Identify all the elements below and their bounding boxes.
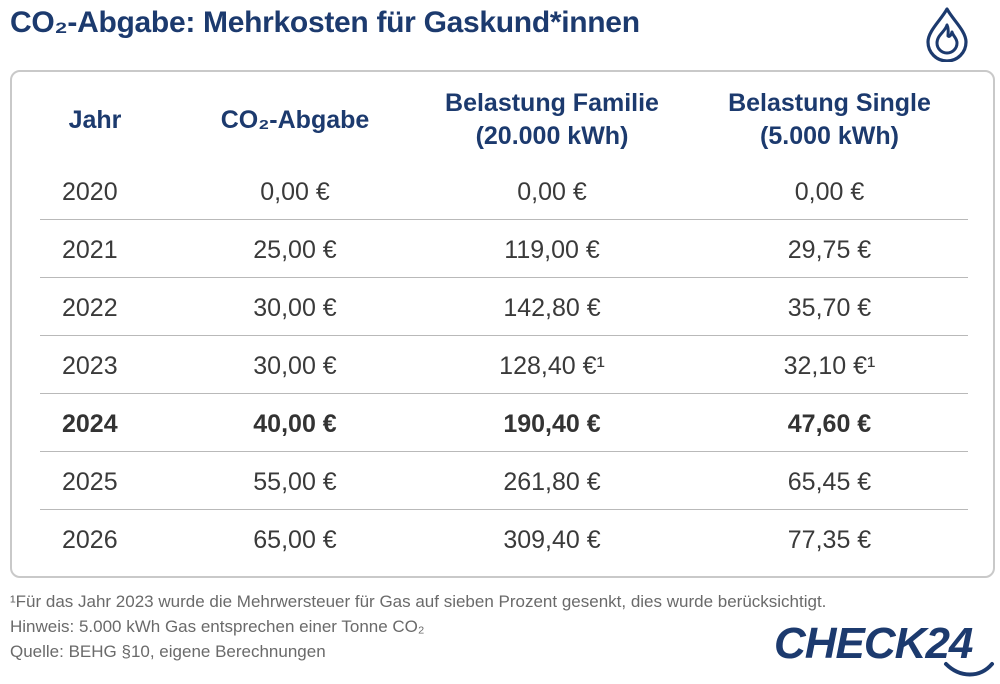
cell-family: 119,00 € <box>504 235 600 264</box>
row-divider <box>40 335 968 336</box>
table-row-highlighted: 2024 40,00 € 190,40 € 47,60 € <box>12 396 993 452</box>
header-belastung-single: Belastung Single (5.000 kWh) <box>728 89 931 150</box>
row-divider <box>40 509 968 510</box>
svg-text:CHECK24: CHECK24 <box>774 619 973 668</box>
row-divider <box>40 277 968 278</box>
cell-year: 2024 <box>62 409 118 438</box>
footnote-quelle: Quelle: BEHG §10, eigene Berechnungen <box>10 642 326 661</box>
cell-year: 2022 <box>62 293 118 322</box>
row-divider <box>40 219 968 220</box>
cell-year: 2025 <box>62 467 118 496</box>
row-divider <box>40 393 968 394</box>
table-row: 2020 0,00 € 0,00 € 0,00 € <box>12 164 993 220</box>
table-header: Jahr CO₂-Abgabe Belastung Familie (20.00… <box>12 72 993 164</box>
table-row: 2023 30,00 € 128,40 €¹ 32,10 €¹ <box>12 338 993 394</box>
cell-co2: 30,00 € <box>253 351 337 380</box>
cell-family: 142,80 € <box>503 293 601 322</box>
footnote-hinweis: Hinweis: 5.000 kWh Gas entsprechen einer… <box>10 617 425 636</box>
cell-family: 0,00 € <box>517 177 587 206</box>
cell-year: 2023 <box>62 351 118 380</box>
cell-co2: 65,00 € <box>253 525 337 554</box>
table-row: 2026 65,00 € 309,40 € 77,35 € <box>12 512 993 568</box>
table-row: 2021 25,00 € 119,00 € 29,75 € <box>12 222 993 278</box>
table-row: 2022 30,00 € 142,80 € 35,70 € <box>12 280 993 336</box>
table-row: 2025 55,00 € 261,80 € 65,45 € <box>12 454 993 510</box>
gas-flame-drop-icon <box>926 7 968 62</box>
cell-family: 190,40 € <box>503 409 601 438</box>
cell-single: 35,70 € <box>787 293 872 322</box>
cell-co2: 55,00 € <box>253 467 337 496</box>
cell-single: 47,60 € <box>787 409 872 438</box>
header-co2-abgabe: CO₂-Abgabe <box>220 105 370 134</box>
page-title: CO₂-Abgabe: Mehrkosten für Gaskund*innen <box>10 6 640 39</box>
cell-year: 2026 <box>62 525 118 554</box>
cell-single: 32,10 €¹ <box>783 351 876 380</box>
cell-single: 65,45 € <box>787 467 872 496</box>
cell-single: 0,00 € <box>794 177 865 206</box>
cell-co2: 25,00 € <box>253 235 337 264</box>
cell-year: 2021 <box>62 235 118 264</box>
cell-year: 2020 <box>62 177 118 206</box>
header-jahr: Jahr <box>68 105 122 134</box>
footnote-mehrwertsteuer: ¹Für das Jahr 2023 wurde die Mehrwersteu… <box>10 592 827 611</box>
check24-logo: CHECK24 <box>774 619 994 677</box>
data-table: Jahr CO₂-Abgabe Belastung Familie (20.00… <box>10 70 995 578</box>
cell-single: 77,35 € <box>787 525 872 554</box>
cell-single: 29,75 € <box>787 235 872 264</box>
cell-family: 309,40 € <box>503 525 601 554</box>
row-divider <box>40 451 968 452</box>
cell-co2: 0,00 € <box>260 177 330 206</box>
header-belastung-familie: Belastung Familie (20.000 kWh) <box>445 89 659 150</box>
cell-family: 261,80 € <box>503 467 601 496</box>
cell-co2: 40,00 € <box>253 409 337 438</box>
cell-family: 128,40 €¹ <box>499 351 605 380</box>
cell-co2: 30,00 € <box>253 293 337 322</box>
